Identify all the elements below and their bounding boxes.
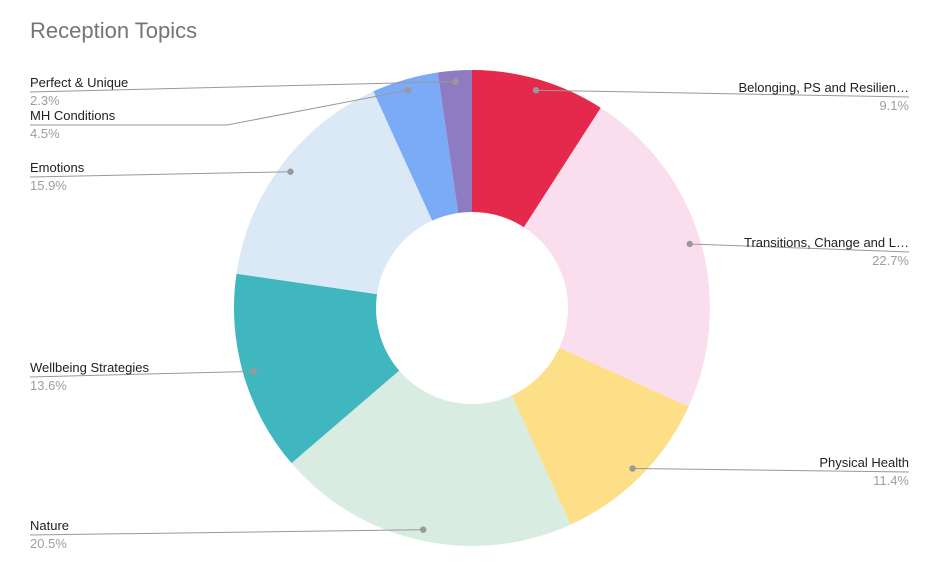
pie-slice-wellbeing-strategies[interactable] [234, 273, 400, 464]
callout-line-emotions [29, 171, 291, 178]
slice-percent-text: 11.4% [873, 473, 909, 488]
slice-label-text: Emotions [30, 160, 85, 175]
pie-slice-perfect-unique[interactable] [437, 70, 472, 214]
slice-label-wellbeing-strategies: Wellbeing Strategies 13.6% [30, 359, 149, 394]
callout-dot-wellbeing-strategies [250, 368, 258, 375]
pie-slice-nature[interactable] [291, 370, 571, 547]
slice-label-text: Transitions, Change and L… [743, 235, 909, 250]
slice-label-transitions: Transitions, Change and L… 22.7% [744, 234, 909, 269]
slice-label-text: MH Conditions [30, 108, 116, 123]
callout-dot-mh-conditions [404, 87, 412, 94]
slice-percent-text: 13.6% [30, 378, 67, 393]
callout-dot-perfect-unique [452, 78, 459, 85]
pie-slice-belonging-ps-and-resilien[interactable] [472, 70, 601, 228]
slice-label-text: Physical Health [819, 455, 909, 470]
callout-line-mh-conditions [30, 89, 409, 126]
callout-dot-belonging-ps-and-resilien [532, 87, 540, 94]
slice-label-text: Wellbeing Strategies [30, 360, 149, 375]
slice-label-text: Nature [30, 518, 70, 533]
callout-line-perfect-unique [29, 81, 456, 93]
callout-line-physical-health [632, 468, 910, 473]
slice-percent-text: 4.5% [30, 126, 60, 141]
pie-slice-physical-health[interactable] [511, 347, 689, 525]
callout-dot-transitions-change-and-l [686, 240, 693, 248]
pie-slice-emotions[interactable] [236, 91, 433, 295]
callout-line-wellbeing-strategies [29, 370, 255, 378]
callout-dot-emotions [287, 168, 294, 175]
slice-percent-text: 20.5% [30, 536, 67, 551]
slice-percent-text: 15.9% [30, 178, 67, 193]
slice-percent-text: 2.3% [30, 93, 60, 108]
pie-slice-mh-conditions[interactable] [373, 72, 459, 221]
slice-percent-text: 22.7% [872, 253, 909, 268]
chart-title: Reception Topics [30, 18, 198, 43]
slice-label-physical-health: Physical Health 11.4% [819, 454, 909, 489]
slice-label-nature: Nature 20.5% [30, 517, 69, 552]
slice-label-belonging: Belonging, PS and Resilien… 9.1% [738, 79, 909, 114]
slice-label-text: Belonging, PS and Resilien… [738, 80, 909, 95]
slice-label-emotions: Emotions 15.9% [30, 159, 84, 194]
slice-percent-text: 9.1% [879, 98, 909, 113]
callout-line-belonging-ps-and-resilien [536, 89, 910, 98]
slice-label-perfect-unique: Perfect & Unique 2.3% [30, 74, 128, 109]
callout-dot-nature [419, 526, 427, 533]
callout-line-transitions-change-and-l [689, 243, 910, 253]
callout-line-nature [29, 529, 424, 536]
slice-label-mh-conditions: MH Conditions 4.5% [30, 107, 115, 142]
callout-dot-physical-health [629, 465, 636, 472]
slice-label-text: Perfect & Unique [30, 75, 129, 90]
pie-slice-transitions-change-and-l[interactable] [523, 107, 710, 407]
